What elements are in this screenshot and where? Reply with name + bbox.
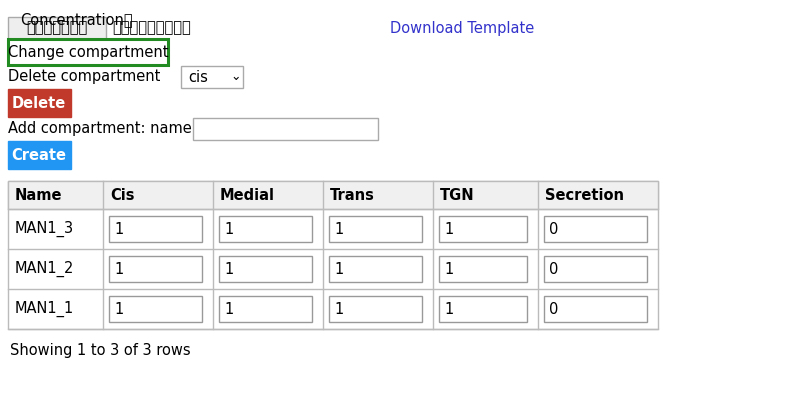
FancyBboxPatch shape	[544, 256, 647, 282]
Text: Download Template: Download Template	[390, 21, 534, 36]
Text: Add compartment: name: Add compartment: name	[8, 121, 192, 137]
Text: Name: Name	[15, 188, 62, 202]
Text: 1: 1	[224, 221, 234, 237]
FancyBboxPatch shape	[8, 39, 168, 65]
Text: Secretion: Secretion	[545, 188, 624, 202]
FancyBboxPatch shape	[8, 141, 71, 169]
FancyBboxPatch shape	[329, 216, 422, 242]
Text: ファイルを選择: ファイルを選择	[26, 21, 88, 36]
Text: cis: cis	[188, 69, 208, 85]
Text: MAN1_3: MAN1_3	[15, 221, 74, 237]
FancyBboxPatch shape	[8, 17, 106, 39]
Text: ⌄: ⌄	[230, 71, 242, 83]
FancyBboxPatch shape	[8, 181, 658, 329]
FancyBboxPatch shape	[219, 256, 312, 282]
Text: 1: 1	[224, 301, 234, 316]
FancyBboxPatch shape	[8, 89, 71, 117]
Text: Create: Create	[11, 147, 66, 162]
Text: Change compartment: Change compartment	[8, 45, 168, 59]
Text: 0: 0	[549, 261, 558, 276]
FancyBboxPatch shape	[439, 296, 527, 322]
Text: 1: 1	[224, 261, 234, 276]
FancyBboxPatch shape	[219, 216, 312, 242]
Text: 1: 1	[114, 301, 123, 316]
FancyBboxPatch shape	[439, 256, 527, 282]
Text: 0: 0	[549, 301, 558, 316]
Text: 1: 1	[444, 261, 454, 276]
FancyBboxPatch shape	[109, 296, 202, 322]
Text: 1: 1	[334, 221, 343, 237]
Text: Trans: Trans	[330, 188, 375, 202]
Text: Delete compartment: Delete compartment	[8, 69, 160, 85]
Text: MAN1_1: MAN1_1	[15, 301, 74, 317]
FancyBboxPatch shape	[181, 66, 243, 88]
Text: Medial: Medial	[220, 188, 275, 202]
Text: Showing 1 to 3 of 3 rows: Showing 1 to 3 of 3 rows	[10, 343, 190, 358]
FancyBboxPatch shape	[329, 296, 422, 322]
Text: 選択されていません: 選択されていません	[112, 21, 190, 36]
FancyBboxPatch shape	[544, 216, 647, 242]
FancyBboxPatch shape	[109, 216, 202, 242]
FancyBboxPatch shape	[439, 216, 527, 242]
FancyBboxPatch shape	[219, 296, 312, 322]
Text: 1: 1	[444, 221, 454, 237]
Text: 1: 1	[334, 301, 343, 316]
FancyBboxPatch shape	[109, 256, 202, 282]
Text: 1: 1	[444, 301, 454, 316]
Text: Delete: Delete	[12, 95, 66, 111]
Text: Cis: Cis	[110, 188, 134, 202]
FancyBboxPatch shape	[544, 296, 647, 322]
Text: 1: 1	[114, 221, 123, 237]
Text: 1: 1	[334, 261, 343, 276]
Text: 0: 0	[549, 221, 558, 237]
Text: 1: 1	[114, 261, 123, 276]
FancyBboxPatch shape	[8, 181, 658, 209]
Text: MAN1_2: MAN1_2	[15, 261, 74, 277]
Text: Concentration：: Concentration：	[20, 12, 133, 27]
Text: TGN: TGN	[440, 188, 474, 202]
FancyBboxPatch shape	[329, 256, 422, 282]
FancyBboxPatch shape	[193, 118, 378, 140]
